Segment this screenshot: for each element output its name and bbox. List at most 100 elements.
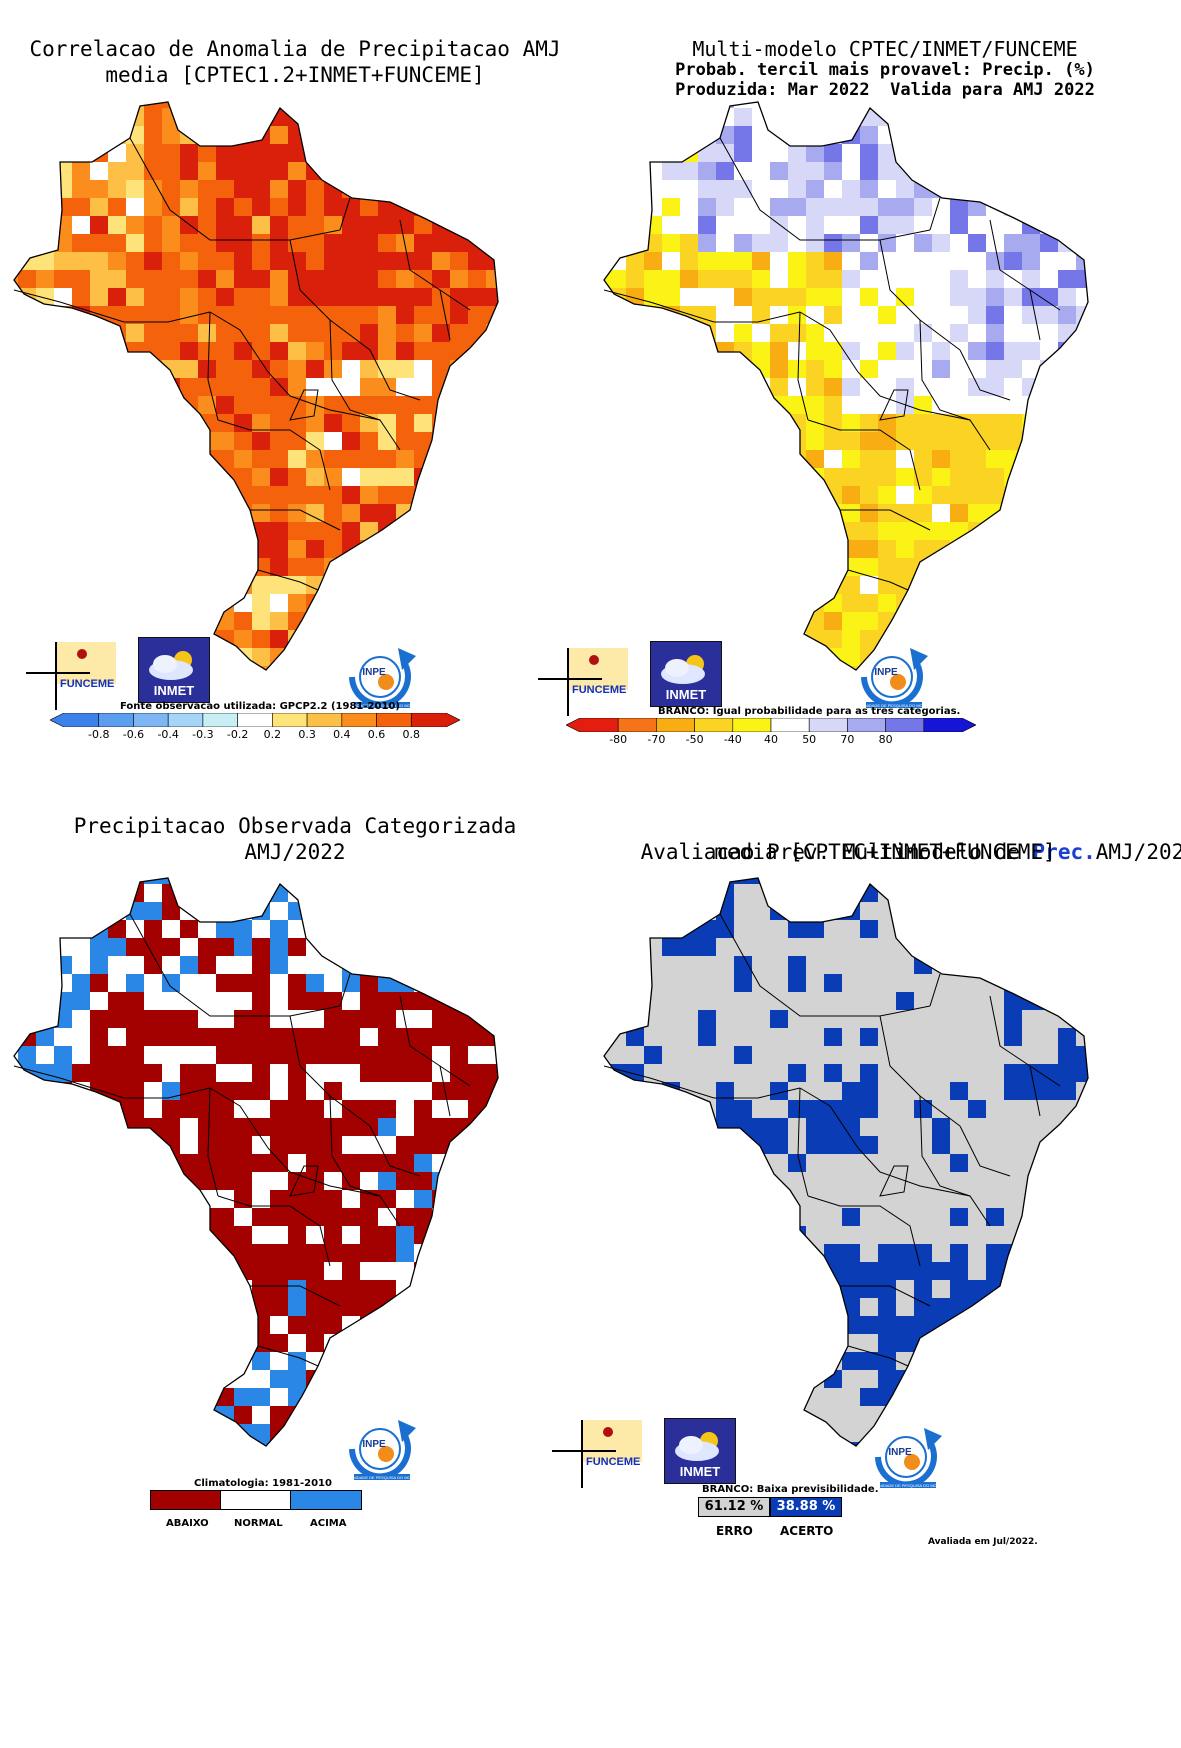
map-cell <box>878 1352 897 1371</box>
map-cell <box>1022 1010 1041 1029</box>
map-cell <box>216 270 235 289</box>
map-cell <box>126 144 145 163</box>
map-cell <box>270 1226 289 1245</box>
map-cell <box>396 102 415 109</box>
state-border <box>919 319 971 421</box>
map-cell <box>198 1064 217 1083</box>
state-border <box>807 419 921 491</box>
map-cell <box>1022 342 1041 361</box>
map-cell <box>770 378 789 397</box>
map-cell <box>932 450 951 469</box>
map-cell <box>414 576 433 595</box>
map-cell <box>716 324 735 343</box>
map-cell <box>198 1262 217 1281</box>
map-cell <box>234 974 253 993</box>
map-cell <box>306 102 325 109</box>
map-cell <box>842 1298 861 1317</box>
map-cell <box>824 1226 843 1245</box>
colorbar-segment <box>808 718 848 732</box>
map-cell <box>1094 974 1113 993</box>
map-cell <box>432 432 451 451</box>
map-cell <box>1022 396 1041 415</box>
map-cell <box>198 1334 217 1353</box>
map-cell <box>486 396 498 415</box>
map-cell <box>1094 1298 1113 1317</box>
map-cell <box>644 1028 663 1047</box>
map-cell <box>126 558 145 577</box>
map-cell <box>644 1244 663 1263</box>
map-cell <box>1004 1442 1023 1446</box>
map-cell <box>824 1424 843 1443</box>
map-cell <box>180 1334 199 1353</box>
map-cell <box>1022 324 1041 343</box>
map-cell <box>752 1118 771 1137</box>
map-cell <box>680 1334 699 1353</box>
map-cell <box>378 1010 397 1029</box>
map-cell <box>806 1442 825 1446</box>
map-cell <box>914 1010 933 1029</box>
map-cell <box>644 956 663 975</box>
map-cell <box>216 1352 235 1371</box>
colorbar-segment <box>376 713 412 727</box>
map-cell <box>986 432 1005 451</box>
map-cell <box>1040 396 1059 415</box>
map-cell <box>914 504 933 523</box>
map-cell <box>1022 450 1041 469</box>
map-cell <box>14 1208 19 1227</box>
map-cell <box>1022 252 1041 271</box>
map-cell <box>1004 126 1023 145</box>
map-cell <box>378 612 397 631</box>
map-cell <box>468 1226 487 1245</box>
map-cell <box>1040 938 1059 957</box>
map-cell <box>108 956 127 975</box>
map-cell <box>90 1244 109 1263</box>
map-cell <box>324 630 343 649</box>
map-cell <box>486 450 498 469</box>
map-cell <box>54 594 73 613</box>
map-cell <box>306 270 325 289</box>
map-cell <box>450 630 469 649</box>
map-cell <box>216 884 235 903</box>
map-cell <box>504 648 523 667</box>
map-cell <box>698 612 717 631</box>
map-cell <box>486 992 498 1011</box>
map-cell <box>1022 878 1041 885</box>
map-cell <box>842 504 861 523</box>
map-cell <box>824 144 843 163</box>
map-cell <box>878 468 897 487</box>
map-cell <box>378 108 397 127</box>
map-cell <box>824 234 843 253</box>
map-cell <box>450 270 469 289</box>
map-cell <box>342 504 361 523</box>
map-cell <box>252 1280 271 1299</box>
map-cell <box>144 432 163 451</box>
map-cell <box>716 902 735 921</box>
map-cell <box>144 878 163 885</box>
map-cell <box>306 324 325 343</box>
map-cell <box>1058 992 1077 1011</box>
map-cell <box>860 198 879 217</box>
map-cell <box>306 180 325 199</box>
map-cell <box>932 1082 951 1101</box>
map-cell <box>342 920 361 939</box>
map-cell <box>626 1316 645 1335</box>
map-cell <box>504 1370 523 1389</box>
map-cell <box>896 108 915 127</box>
map-cell <box>986 1334 1005 1353</box>
map-cell <box>324 1136 343 1155</box>
map-cell <box>680 1370 699 1389</box>
map-cell <box>1004 558 1023 577</box>
map-cell <box>950 288 969 307</box>
map-cell <box>324 1262 343 1281</box>
map-cell <box>770 540 789 559</box>
map-cell <box>486 558 498 577</box>
map-cell <box>14 180 19 199</box>
map-cell <box>1058 666 1077 670</box>
map-cell <box>896 1064 915 1083</box>
map-cell <box>734 432 753 451</box>
map-cell <box>432 1154 451 1173</box>
map-cell <box>896 450 915 469</box>
map-cell <box>288 102 307 109</box>
map-cell <box>252 920 271 939</box>
map-cell <box>486 612 498 631</box>
